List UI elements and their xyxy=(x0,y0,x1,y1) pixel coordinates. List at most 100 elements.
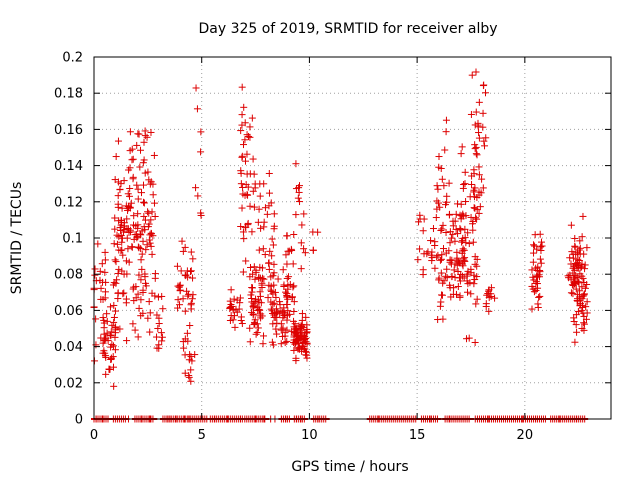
data-point xyxy=(134,185,142,193)
data-point xyxy=(269,320,277,328)
data-point xyxy=(101,248,109,256)
data-point xyxy=(119,251,127,259)
data-point xyxy=(473,255,481,263)
data-point xyxy=(194,192,202,200)
y-tick-label: 0.2 xyxy=(62,51,83,66)
data-point xyxy=(470,204,478,212)
data-point xyxy=(97,284,105,292)
data-point xyxy=(469,238,477,246)
data-point xyxy=(145,236,153,244)
data-point xyxy=(465,240,473,248)
data-point xyxy=(530,249,538,257)
data-point xyxy=(189,255,197,263)
y-tick-label: 0.04 xyxy=(54,340,83,355)
data-point xyxy=(439,221,447,229)
data-point xyxy=(258,312,266,320)
data-point xyxy=(130,235,138,243)
y-axis-title: SRMTID / TECUs xyxy=(9,182,25,295)
data-point xyxy=(134,224,142,232)
y-tick-label: 0.18 xyxy=(54,87,83,102)
data-point xyxy=(267,298,275,306)
data-point xyxy=(236,294,244,302)
data-point xyxy=(103,317,111,325)
data-point xyxy=(265,189,273,197)
data-point xyxy=(250,263,258,271)
data-point xyxy=(279,266,287,274)
data-point xyxy=(197,148,205,156)
data-point xyxy=(126,147,134,155)
data-point xyxy=(125,203,133,211)
data-point xyxy=(292,211,300,219)
data-point xyxy=(111,225,119,233)
data-point xyxy=(475,171,483,179)
data-point xyxy=(129,155,137,163)
data-point xyxy=(246,324,254,332)
data-point xyxy=(475,163,483,171)
data-point xyxy=(459,210,467,218)
data-point xyxy=(151,274,159,282)
data-point xyxy=(136,146,144,154)
data-point xyxy=(157,329,165,337)
data-point xyxy=(580,291,588,299)
data-point xyxy=(130,283,138,291)
data-point xyxy=(129,173,137,181)
data-point xyxy=(181,369,189,377)
data-point xyxy=(531,231,539,239)
data-point xyxy=(446,256,454,264)
data-point xyxy=(279,324,287,332)
data-point xyxy=(301,249,309,257)
data-point xyxy=(145,220,153,228)
data-point xyxy=(115,265,123,273)
data-point xyxy=(529,258,537,266)
data-point xyxy=(471,184,479,192)
data-point xyxy=(239,184,247,192)
data-point xyxy=(100,319,108,327)
x-axis-title: GPS time / hours xyxy=(291,459,408,475)
data-point xyxy=(292,357,300,365)
data-point xyxy=(238,83,246,91)
data-point xyxy=(447,234,455,242)
data-point xyxy=(472,68,480,76)
data-point xyxy=(260,332,268,340)
data-point xyxy=(454,267,462,275)
x-tick-label: 15 xyxy=(409,428,426,443)
data-point xyxy=(461,225,469,233)
data-point xyxy=(270,299,278,307)
data-point xyxy=(246,338,254,346)
data-point xyxy=(288,247,296,255)
data-point xyxy=(176,301,184,309)
data-point xyxy=(416,245,424,253)
data-point xyxy=(419,271,427,279)
data-point xyxy=(572,261,580,269)
data-point xyxy=(148,208,156,216)
data-point xyxy=(147,128,155,136)
data-point xyxy=(186,351,194,359)
data-point xyxy=(456,293,464,301)
data-point xyxy=(579,212,587,220)
data-point xyxy=(131,326,139,334)
data-point xyxy=(229,316,237,324)
data-point xyxy=(260,223,268,231)
data-point xyxy=(114,200,122,208)
data-point xyxy=(472,214,480,222)
data-point xyxy=(266,247,274,255)
data-point xyxy=(460,181,468,189)
data-point xyxy=(268,235,276,243)
data-point xyxy=(130,212,138,220)
data-point xyxy=(243,150,251,158)
data-point xyxy=(134,195,142,203)
data-point xyxy=(431,242,439,250)
data-point xyxy=(248,295,256,303)
data-point xyxy=(117,226,125,234)
data-point xyxy=(420,250,428,258)
data-point xyxy=(450,266,458,274)
data-point xyxy=(146,328,154,336)
data-point xyxy=(258,284,266,292)
data-point xyxy=(259,340,267,348)
data-point xyxy=(569,290,577,298)
data-point xyxy=(438,291,446,299)
data-point xyxy=(137,256,145,264)
data-point xyxy=(182,271,190,279)
data-point xyxy=(270,269,278,277)
data-point xyxy=(115,233,123,241)
